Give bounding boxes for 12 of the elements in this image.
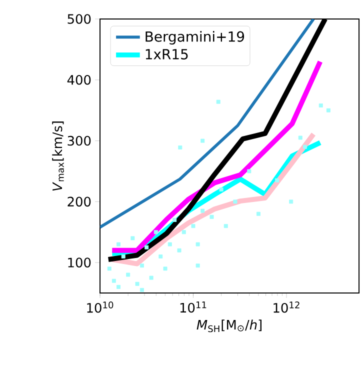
x-tick-label: 10$^{12}$ [274, 302, 300, 313]
y-tick-label: 300 [68, 136, 91, 146]
y-tick-label: 200 [68, 196, 91, 207]
legend-label: 1xR15 [146, 49, 188, 60]
y-tick-label: 100 [68, 258, 91, 268]
legend-label: Bergamini+19 [146, 31, 244, 45]
x-tick-label: 10$^{11}$ [180, 302, 206, 313]
x-axis-title: M$_{SH}$[M$_{⊙}$/h] [196, 320, 262, 332]
y-tick-label: 500 [68, 14, 91, 24]
y-tick-label: 400 [67, 74, 91, 85]
x-tick-label: 10$^{10}$ [87, 302, 114, 313]
y-axis-title: V$_{max}$[km/s] [52, 122, 64, 191]
